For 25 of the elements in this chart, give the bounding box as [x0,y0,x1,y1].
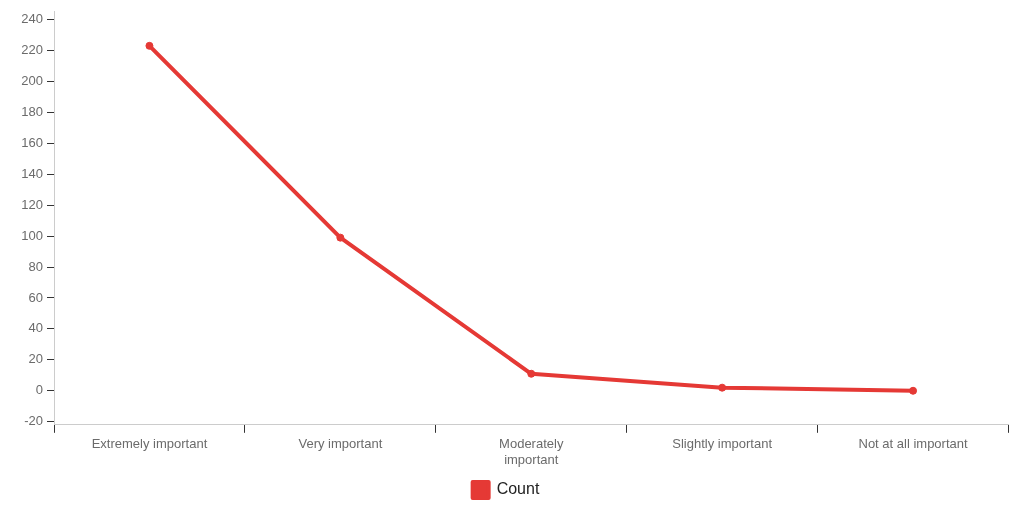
y-tick-label: 80 [28,258,43,274]
y-tick-label: 240 [21,11,43,27]
y-tick-label: -20 [24,413,43,429]
y-tick-label: 20 [28,351,43,367]
y-tick-label: 0 [35,382,43,398]
x-tick-label: Not at all important [858,436,968,452]
y-tick-label: 180 [21,103,43,119]
point [336,233,345,242]
y-tick-label: 60 [28,289,43,305]
x-tick-label: Very important [298,436,383,452]
x-tick-label: Slightly important [672,436,773,452]
point [718,383,727,392]
point [145,41,154,50]
y-tick-label: 100 [21,227,43,243]
y-tick-label: 120 [21,196,43,212]
y-tick-label: 200 [21,72,43,88]
y-tick-label: 160 [21,134,43,150]
point [909,386,918,395]
point [527,369,536,378]
y-tick-label: 40 [28,320,43,336]
x-tick-label: Extremely important [91,436,208,452]
x-tick-label: Moderately important [499,436,564,467]
y-tick-label: 140 [21,165,43,181]
legend-label: Count [496,480,540,498]
y-tick-label: 220 [21,42,43,58]
